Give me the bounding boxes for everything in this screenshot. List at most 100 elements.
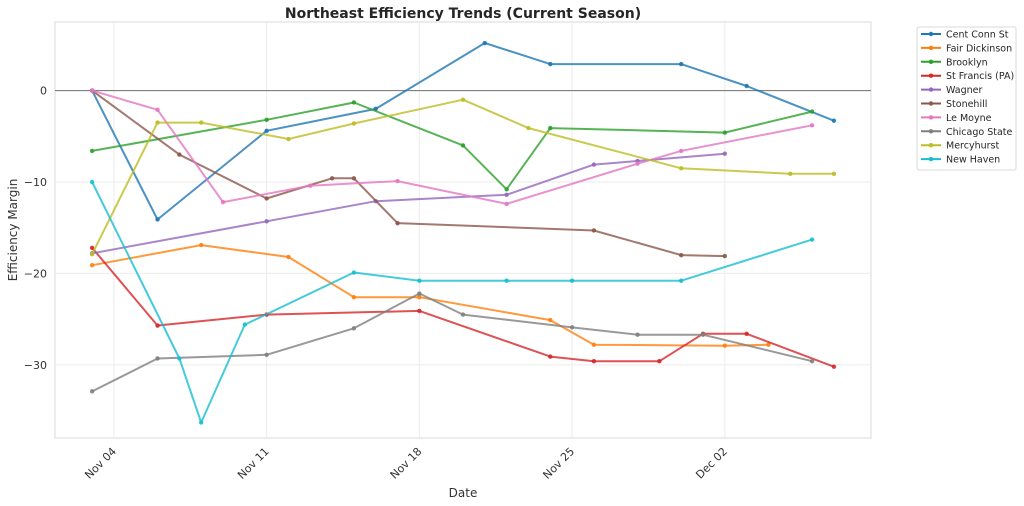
data-point	[744, 83, 749, 89]
data-point	[700, 332, 706, 337]
y-tick-label: 0	[40, 85, 47, 98]
legend-item: Chicago State	[921, 127, 1013, 138]
legend-label: Le Moyne	[946, 113, 992, 124]
series-le-moyne	[89, 88, 815, 207]
x-tick-label: Nov 25	[540, 445, 577, 482]
data-point	[591, 342, 597, 347]
legend-item: New Haven	[921, 155, 1000, 166]
legend-marker	[928, 101, 934, 106]
series-line-new-haven	[91, 181, 813, 424]
legend-marker	[928, 143, 934, 148]
data-point	[809, 359, 815, 364]
data-point	[155, 107, 160, 112]
data-point	[220, 199, 226, 205]
data-point	[351, 176, 357, 181]
data-point	[678, 278, 684, 283]
data-point	[722, 253, 728, 259]
data-point	[548, 61, 553, 67]
y-tick-label: −20	[24, 267, 47, 280]
legend-marker	[928, 59, 934, 64]
legend-item: Stonehill	[921, 99, 987, 110]
data-point	[809, 109, 815, 114]
data-point	[177, 356, 182, 361]
data-point	[351, 295, 357, 300]
data-point	[395, 220, 400, 226]
data-point	[89, 179, 95, 185]
data-point	[809, 123, 815, 128]
data-point	[482, 40, 488, 46]
data-point	[831, 118, 837, 123]
data-point	[460, 97, 466, 102]
data-point	[591, 162, 597, 167]
data-point	[831, 364, 837, 369]
data-point	[548, 317, 553, 323]
data-point	[264, 128, 269, 133]
data-point	[722, 151, 728, 156]
data-point	[678, 61, 684, 67]
data-point	[198, 242, 204, 248]
plot-area	[54, 21, 872, 439]
data-point	[89, 245, 95, 251]
chart-title: Northeast Efficiency Trends (Current Sea…	[285, 6, 641, 22]
series-line-mercyhurst	[91, 98, 834, 255]
data-point	[351, 326, 357, 331]
data-point	[722, 343, 728, 348]
data-point	[635, 161, 640, 166]
legend-label: Mercyhurst	[946, 141, 999, 152]
data-point	[548, 125, 553, 131]
data-point	[417, 308, 422, 314]
legend-item: Le Moyne	[921, 113, 992, 124]
data-point	[89, 148, 95, 154]
y-axis-ticks: 0 −10 −20 −30	[24, 85, 47, 372]
data-point	[678, 252, 684, 258]
legend-item: St Francis (PA)	[921, 71, 1014, 82]
data-point	[395, 178, 400, 184]
data-point	[591, 228, 597, 233]
data-point	[460, 143, 466, 148]
legend-label: Wagner	[946, 85, 983, 96]
data-point	[744, 331, 749, 336]
legend-item: Mercyhurst	[921, 141, 999, 152]
data-point	[308, 183, 313, 188]
data-point	[198, 420, 204, 425]
data-point	[504, 192, 509, 197]
x-tick-label: Nov 11	[235, 445, 272, 482]
legend-box	[916, 26, 1017, 171]
y-tick-label: −30	[24, 359, 47, 372]
data-point	[417, 278, 422, 283]
series-mercyhurst	[89, 97, 837, 257]
data-point	[351, 121, 357, 126]
x-axis-ticks: Nov 04 Nov 11 Nov 18 Nov 25 Dec 02	[82, 445, 730, 482]
data-point	[264, 196, 269, 201]
series-lines	[89, 40, 837, 425]
data-point	[526, 125, 531, 131]
data-point	[198, 120, 204, 125]
series-line-chicago-state	[91, 292, 813, 393]
legend-label: Chicago State	[946, 127, 1013, 138]
legend-marker	[928, 31, 934, 37]
x-tick-label: Dec 02	[693, 445, 730, 482]
legend-marker	[928, 115, 934, 120]
data-point	[788, 171, 793, 176]
legend-marker	[928, 73, 934, 78]
legend-marker	[928, 156, 934, 162]
data-point	[89, 389, 95, 394]
series-chicago-state	[89, 291, 815, 394]
data-point	[504, 201, 509, 207]
data-point	[329, 176, 335, 181]
x-tick-label: Nov 04	[82, 445, 119, 482]
data-point	[89, 263, 95, 268]
data-point	[264, 219, 269, 224]
data-point	[417, 295, 422, 300]
data-point	[722, 130, 728, 135]
legend-label: Cent Conn St	[946, 30, 1009, 41]
data-point	[155, 323, 160, 328]
data-point	[264, 352, 269, 357]
data-point	[766, 342, 771, 347]
legend-item: Wagner	[921, 85, 983, 96]
data-point	[351, 100, 357, 105]
data-point	[155, 217, 160, 222]
data-point	[155, 356, 160, 361]
series-fair-dickinson	[89, 242, 771, 348]
